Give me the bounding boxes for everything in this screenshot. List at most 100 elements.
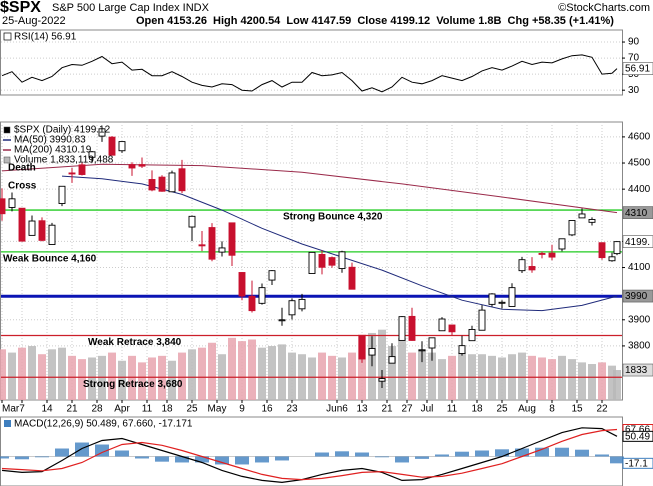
- volume-bar: [98, 355, 106, 400]
- candle-body: [378, 378, 386, 382]
- x-tick-label: 18: [471, 404, 483, 415]
- candle-body: [558, 238, 566, 250]
- candle-body: [348, 266, 356, 290]
- level-label: Weak Retrace 3,840: [88, 337, 182, 348]
- candle-body: [548, 252, 556, 258]
- candle-body: [528, 266, 536, 271]
- candle-body: [318, 254, 326, 268]
- volume-bar: [613, 370, 621, 400]
- candle-body: [398, 316, 406, 341]
- y-tick-label: 3800: [628, 341, 651, 352]
- candle-body: [488, 293, 496, 305]
- candle-body: [568, 220, 576, 236]
- volume-bar: [538, 357, 546, 400]
- legend-label: Volume 1,833,119,488: [14, 155, 114, 166]
- volume-bar: [248, 339, 256, 400]
- histogram-bar: [95, 444, 109, 457]
- candle-body: [228, 222, 236, 256]
- x-tick-label: Apr: [114, 404, 130, 415]
- volume-bar: [338, 357, 346, 400]
- level-label: Weak Bounce 4,160: [3, 253, 97, 264]
- volume-bar: [118, 360, 126, 400]
- candle-body: [458, 345, 466, 354]
- histogram-bar: [315, 452, 329, 457]
- candle-body: [478, 309, 486, 331]
- x-tick-label: 25: [496, 404, 508, 415]
- y-tick-label: 3900: [628, 314, 651, 325]
- quote-date: 25-Aug-2022: [2, 15, 66, 27]
- candle-body: [38, 220, 46, 241]
- legend-label: MA(50) 3990.83: [14, 135, 86, 146]
- panel-frame: [0, 416, 623, 486]
- level-label: Strong Retrace 3,680: [83, 379, 183, 390]
- volume-bar: [578, 362, 586, 400]
- legend-swatch: [4, 420, 11, 427]
- histogram-bar: [455, 451, 469, 457]
- histogram-bar: [115, 450, 129, 457]
- x-tick-label: 23: [286, 404, 298, 415]
- value-tag-label: 4310: [625, 208, 648, 219]
- x-tick-label: 11: [142, 404, 153, 415]
- x-tick-label: 27: [401, 404, 413, 415]
- histogram-bar: [495, 449, 509, 457]
- volume-bar: [558, 355, 566, 400]
- histogram-bar: [555, 447, 569, 457]
- volume-bar: [408, 352, 416, 400]
- y-tick-label: 70: [628, 53, 640, 64]
- volume-bar: [28, 346, 36, 400]
- source: ©StockCharts.com: [558, 2, 650, 14]
- y-tick-label: 30: [628, 85, 640, 96]
- volume-bar: [588, 364, 596, 400]
- candle-body: [188, 215, 196, 228]
- histogram-bar: [275, 456, 289, 461]
- candle-body: [198, 244, 206, 247]
- volume-bar: [68, 355, 76, 400]
- candle-body: [538, 252, 546, 255]
- candle-body: [598, 242, 606, 259]
- index-name: S&P 500 Large Cap Index INDX: [52, 2, 210, 14]
- histogram-bar: [215, 456, 229, 465]
- histogram-bar: [175, 456, 189, 463]
- candle-body: [588, 219, 596, 223]
- volume-bar: [148, 357, 156, 400]
- histogram-bar: [535, 447, 549, 457]
- x-tick-label: 18: [161, 404, 173, 415]
- value-tag: [622, 206, 653, 219]
- histogram-bar: [155, 456, 169, 462]
- symbol: $SPX: [0, 0, 41, 16]
- candle-body: [158, 176, 166, 192]
- histogram-bar: [355, 452, 369, 457]
- quote: Open 4153.26 High 4200.54 Low 4147.59 Cl…: [136, 15, 614, 27]
- x-tick-label: Aug: [518, 404, 536, 415]
- candle-body: [248, 295, 256, 312]
- panel-frame: [0, 29, 623, 96]
- candle-body: [508, 287, 516, 307]
- y-tick-label: 50.49: [625, 431, 650, 442]
- candle-body: [128, 164, 136, 169]
- histogram-bar: [135, 456, 149, 459]
- volume-bar: [388, 346, 396, 400]
- value-tag-label: 56.91: [625, 64, 650, 75]
- candle-body: [408, 315, 416, 341]
- y-tick-label: 4100: [628, 262, 651, 273]
- volume-bar: [498, 357, 506, 400]
- histogram-bar: [75, 442, 89, 457]
- x-tick-label: Jun6: [326, 404, 348, 415]
- candle-body: [298, 298, 306, 310]
- volume-bar: [88, 357, 96, 400]
- volume-bar: [168, 360, 176, 400]
- legend-swatch: [3, 32, 12, 41]
- histogram-bar: [35, 456, 49, 458]
- candle-body: [368, 348, 376, 356]
- legend-swatch: [3, 126, 11, 134]
- legend-swatch: [3, 156, 11, 164]
- candle-body: [0, 198, 6, 215]
- volume-bar: [0, 349, 6, 400]
- x-tick-label: 7: [19, 404, 25, 415]
- volume-bar: [308, 357, 316, 400]
- candle-body: [28, 220, 36, 236]
- candle-body: [98, 128, 106, 137]
- volume-bar: [288, 352, 296, 400]
- macd-line: [1, 428, 618, 481]
